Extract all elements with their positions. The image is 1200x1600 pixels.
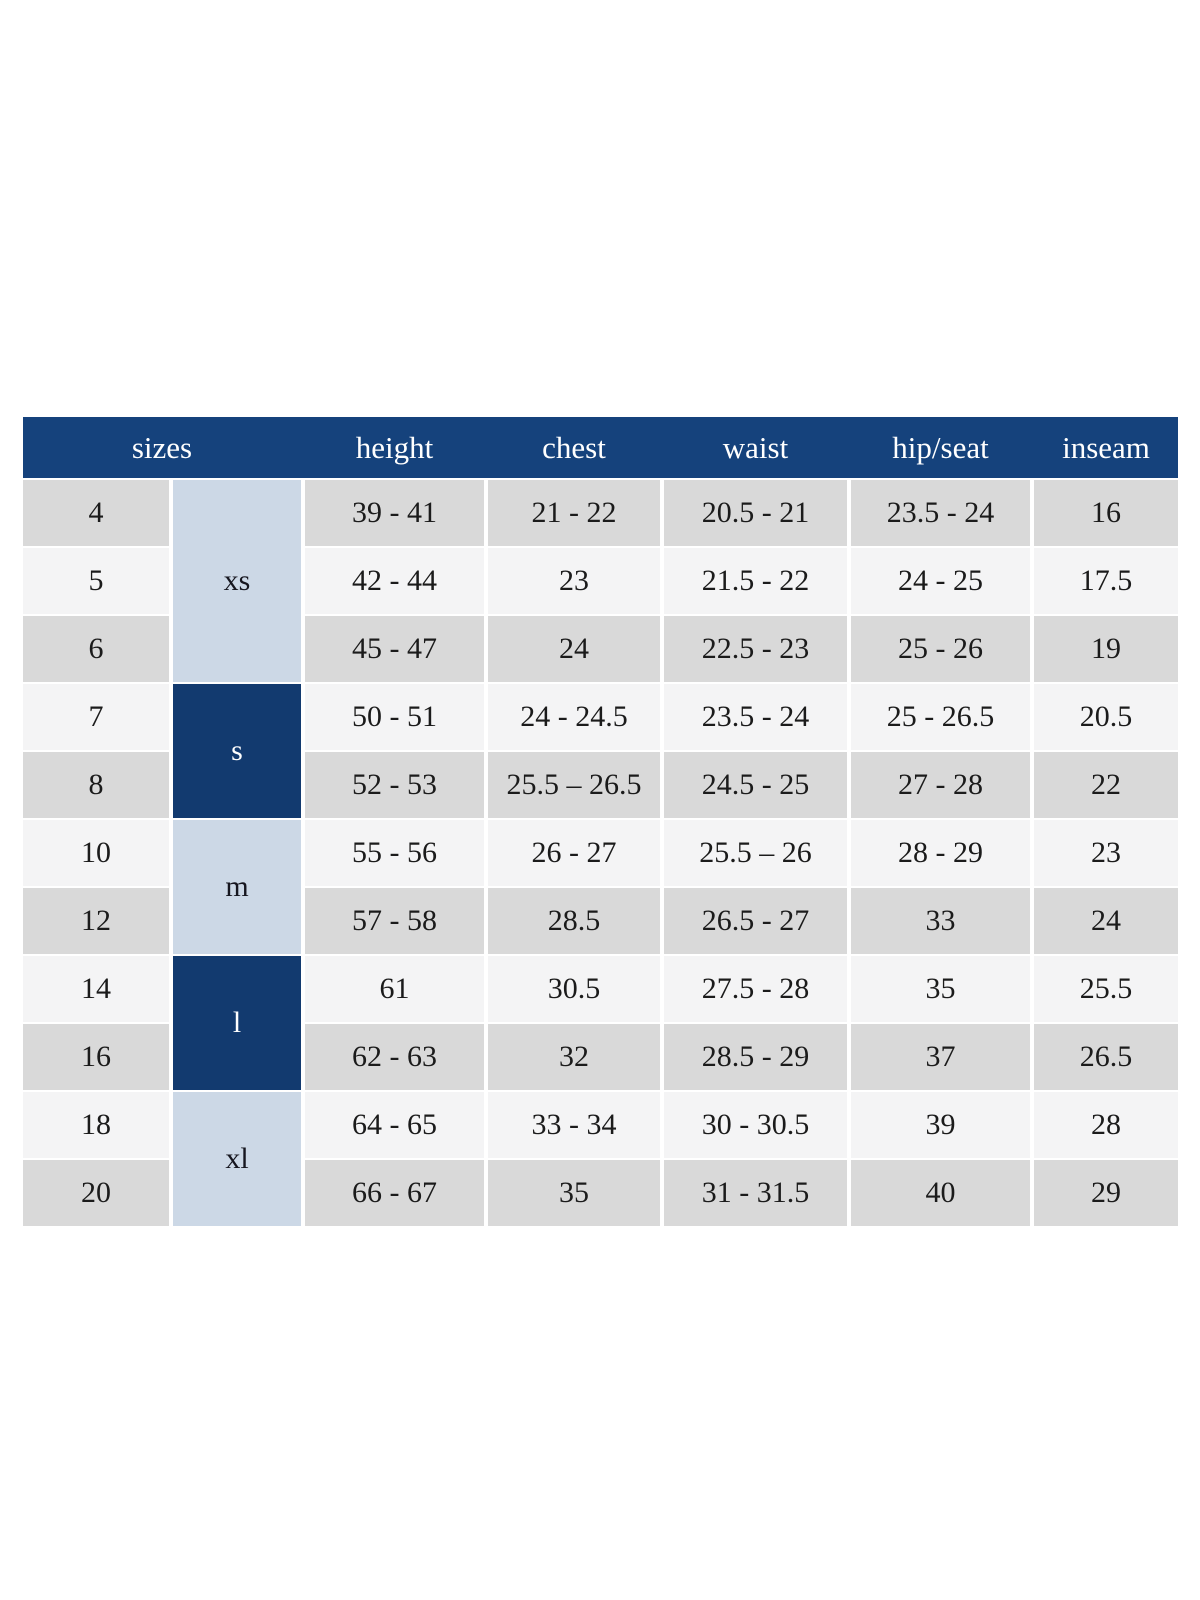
waist-cell: 20.5 - 21 — [664, 480, 847, 546]
inseam-cell: 28 — [1034, 1092, 1178, 1158]
height-cell: 62 - 63 — [305, 1024, 484, 1090]
waist-cell: 30 - 30.5 — [664, 1092, 847, 1158]
waist-cell: 31 - 31.5 — [664, 1160, 847, 1226]
header-height: height — [355, 429, 434, 465]
size-cell: 20 — [23, 1160, 169, 1226]
height-cell: 52 - 53 — [305, 752, 484, 818]
size-chart-table: sizes height chest waist hip/seat inseam… — [23, 417, 1178, 1226]
inseam-cell: 23 — [1034, 820, 1178, 886]
chest-cell: 28.5 — [488, 888, 660, 954]
hip-seat-cell: 23.5 - 24 — [851, 480, 1030, 546]
size-cell: 10 — [23, 820, 169, 886]
inseam-cell: 16 — [1034, 480, 1178, 546]
chest-cell: 24 — [488, 616, 660, 682]
inseam-cell: 29 — [1034, 1160, 1178, 1226]
chest-cell: 26 - 27 — [488, 820, 660, 886]
size-cell: 5 — [23, 548, 169, 614]
hip-seat-cell: 35 — [851, 956, 1030, 1022]
height-cell: 42 - 44 — [305, 548, 484, 614]
chest-cell: 35 — [488, 1160, 660, 1226]
waist-cell: 25.5 – 26 — [664, 820, 847, 886]
header-inseam: inseam — [1062, 429, 1150, 465]
chest-cell: 25.5 – 26.5 — [488, 752, 660, 818]
inseam-cell: 24 — [1034, 888, 1178, 954]
inseam-cell: 19 — [1034, 616, 1178, 682]
height-cell: 50 - 51 — [305, 684, 484, 750]
chest-cell: 30.5 — [488, 956, 660, 1022]
size-group-cell-l: l — [173, 956, 301, 1090]
chest-cell: 21 - 22 — [488, 480, 660, 546]
hip-seat-cell: 33 — [851, 888, 1030, 954]
hip-seat-cell: 25 - 26 — [851, 616, 1030, 682]
waist-cell: 26.5 - 27 — [664, 888, 847, 954]
waist-cell: 24.5 - 25 — [664, 752, 847, 818]
height-cell: 66 - 67 — [305, 1160, 484, 1226]
size-group-cell-xl: xl — [173, 1092, 301, 1226]
height-cell: 61 — [305, 956, 484, 1022]
chest-cell: 23 — [488, 548, 660, 614]
size-group-cell-s: s — [173, 684, 301, 818]
size-cell: 14 — [23, 956, 169, 1022]
inseam-cell: 20.5 — [1034, 684, 1178, 750]
height-cell: 55 - 56 — [305, 820, 484, 886]
height-cell: 45 - 47 — [305, 616, 484, 682]
inseam-cell: 26.5 — [1034, 1024, 1178, 1090]
size-cell: 8 — [23, 752, 169, 818]
size-cell: 4 — [23, 480, 169, 546]
waist-cell: 22.5 - 23 — [664, 616, 847, 682]
inseam-cell: 25.5 — [1034, 956, 1178, 1022]
waist-cell: 27.5 - 28 — [664, 956, 847, 1022]
chest-cell: 32 — [488, 1024, 660, 1090]
hip-seat-cell: 24 - 25 — [851, 548, 1030, 614]
header-hip-seat: hip/seat — [892, 429, 989, 465]
header-waist: waist — [722, 429, 789, 465]
height-cell: 39 - 41 — [305, 480, 484, 546]
hip-seat-cell: 28 - 29 — [851, 820, 1030, 886]
hip-seat-cell: 37 — [851, 1024, 1030, 1090]
hip-seat-cell: 25 - 26.5 — [851, 684, 1030, 750]
hip-seat-cell: 39 — [851, 1092, 1030, 1158]
height-cell: 57 - 58 — [305, 888, 484, 954]
chest-cell: 24 - 24.5 — [488, 684, 660, 750]
chest-cell: 33 - 34 — [488, 1092, 660, 1158]
header-sizes: sizes — [131, 429, 193, 465]
waist-cell: 28.5 - 29 — [664, 1024, 847, 1090]
size-cell: 12 — [23, 888, 169, 954]
size-cell: 6 — [23, 616, 169, 682]
size-cell: 18 — [23, 1092, 169, 1158]
hip-seat-cell: 27 - 28 — [851, 752, 1030, 818]
header-chest: chest — [542, 429, 606, 465]
inseam-cell: 17.5 — [1034, 548, 1178, 614]
table-header-row: sizes height chest waist hip/seat inseam — [23, 417, 1178, 478]
size-group-cell-xs: xs — [173, 480, 301, 682]
size-cell: 7 — [23, 684, 169, 750]
height-cell: 64 - 65 — [305, 1092, 484, 1158]
waist-cell: 21.5 - 22 — [664, 548, 847, 614]
size-cell: 16 — [23, 1024, 169, 1090]
inseam-cell: 22 — [1034, 752, 1178, 818]
hip-seat-cell: 40 — [851, 1160, 1030, 1226]
waist-cell: 23.5 - 24 — [664, 684, 847, 750]
size-group-cell-m: m — [173, 820, 301, 954]
